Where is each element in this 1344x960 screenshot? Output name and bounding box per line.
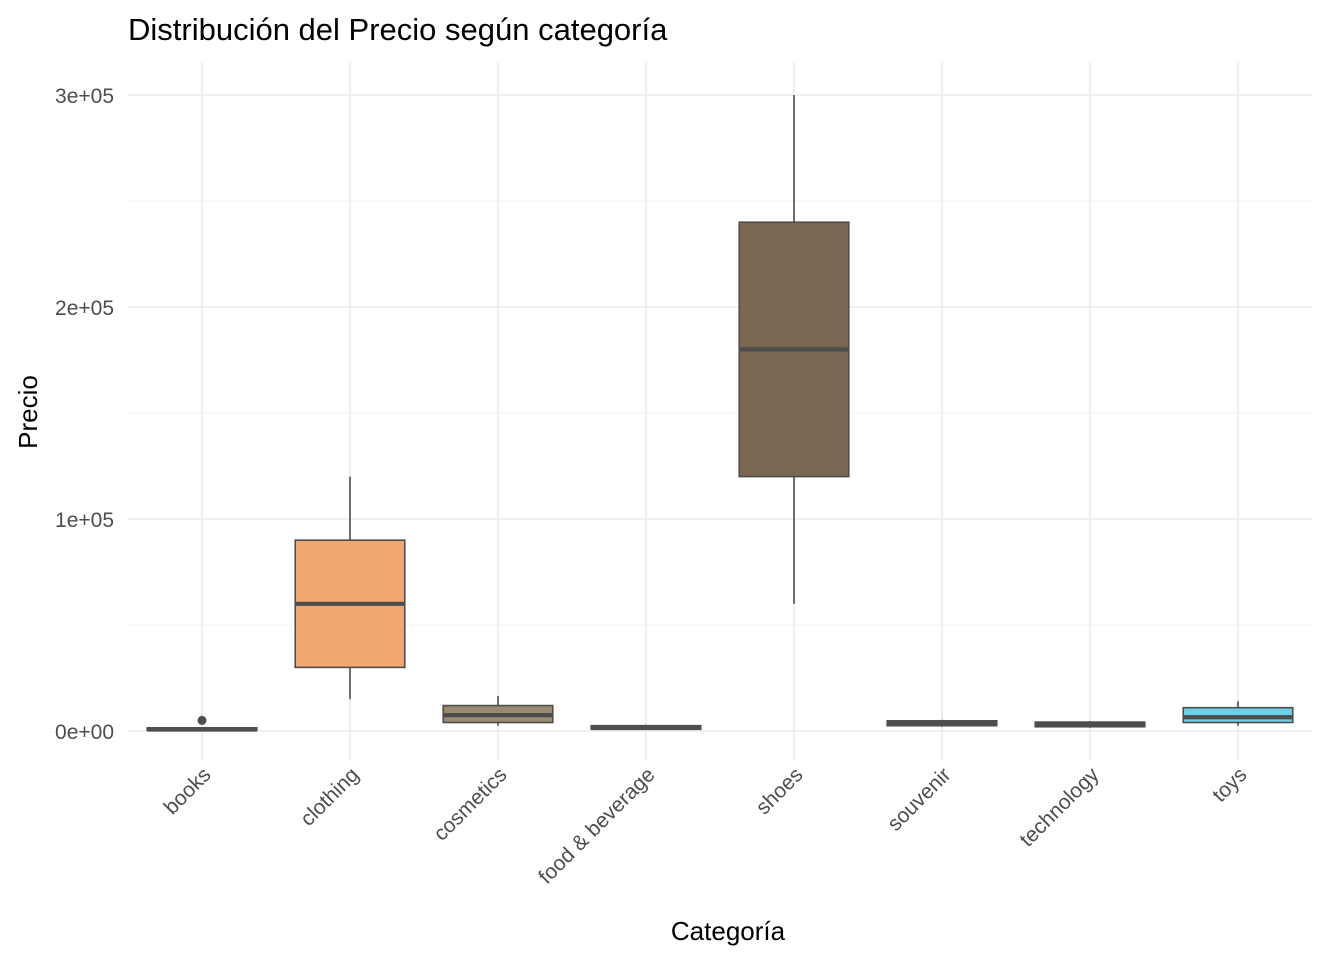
- boxes: [146, 95, 1294, 732]
- box-body: [1182, 706, 1294, 724]
- x-tick-label: toys: [1208, 763, 1251, 806]
- x-tick-label: technology: [1015, 763, 1103, 851]
- x-axis-title: Categoría: [671, 916, 786, 946]
- x-tick-label: souvenir: [883, 763, 955, 835]
- box-technology: [1034, 721, 1146, 728]
- box-clothing: [294, 476, 406, 700]
- x-axis-ticks: books clothing cosmetics food & beverage sho…: [160, 763, 1252, 889]
- y-tick-label: 1e+05: [55, 509, 114, 532]
- x-tick-label: cosmetics: [429, 763, 511, 845]
- box-toys: [1182, 701, 1294, 726]
- y-tick-label: 3e+05: [55, 85, 114, 108]
- y-axis-title: Precio: [13, 375, 43, 449]
- box-souvenir: [886, 719, 998, 727]
- y-tick-label: 2e+05: [55, 297, 114, 320]
- x-tick-label: shoes: [752, 763, 808, 819]
- y-tick-label: 0e+00: [55, 721, 114, 744]
- box-food-beverage: [590, 724, 702, 731]
- box-cosmetics: [442, 696, 554, 726]
- outlier-point: [197, 715, 207, 725]
- y-axis-ticks: 0e+00 1e+05 2e+05 3e+05: [55, 85, 114, 744]
- box-books: [146, 715, 258, 732]
- x-tick-label: books: [160, 763, 216, 819]
- x-tick-label: food & beverage: [534, 763, 659, 888]
- x-tick-label: clothing: [296, 763, 363, 830]
- chart-title: Distribución del Precio según categoría: [128, 12, 668, 47]
- box-shoes: [738, 95, 850, 604]
